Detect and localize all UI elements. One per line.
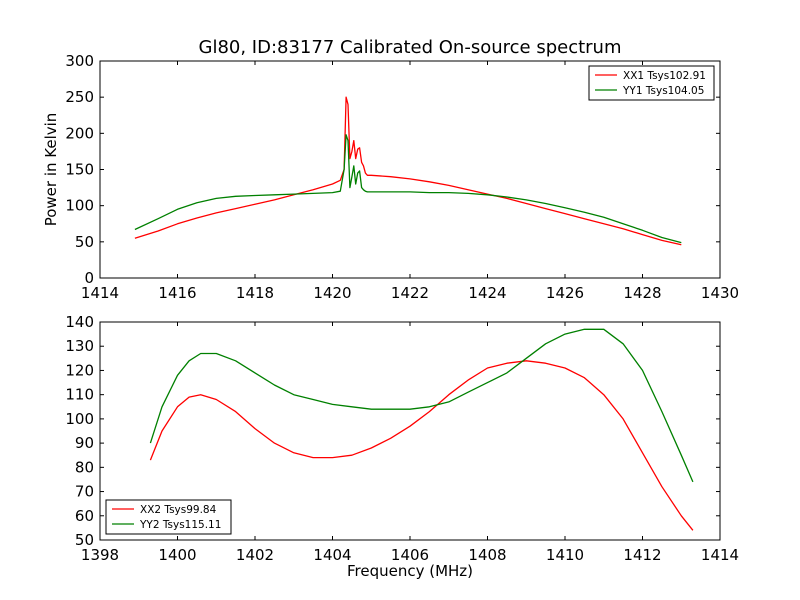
x-tick-label: 1426 <box>546 284 584 302</box>
legend-entry: XX1 Tsys102.91 <box>623 70 706 82</box>
x-tick-label: 1406 <box>391 546 429 564</box>
series-line-green <box>149 328 694 483</box>
y-tick-label: 300 <box>65 52 94 70</box>
y-axis-label: Power in Kelvin <box>42 113 60 227</box>
y-tick-label: 70 <box>75 483 94 501</box>
x-tick-label: 1400 <box>158 546 196 564</box>
bottom-spectrum-panel: 1398 1400 1402 1404 1406 1408 1410 1412 1414 50 60… <box>65 313 739 580</box>
x-tick-label: 1404 <box>313 546 351 564</box>
series-line-red <box>134 96 682 246</box>
legend-box <box>588 65 715 101</box>
top-spectrum-panel: Gl80, ID:83177 Calibrated On-source spec… <box>42 37 739 302</box>
legend-entry: XX2 Tsys99.84 <box>140 504 217 516</box>
x-axis-label: Frequency (MHz) <box>347 562 473 580</box>
y-tick-label: 50 <box>75 233 94 251</box>
series-line-green <box>134 134 682 244</box>
y-tick-label: 110 <box>65 386 94 404</box>
x-tick-label: 1422 <box>391 284 429 302</box>
x-tick-label: 1398 <box>81 546 119 564</box>
x-tick-label: 1414 <box>701 546 739 564</box>
y-tick-label: 80 <box>75 458 94 476</box>
legend-entry: YY2 Tsys115.11 <box>139 519 221 531</box>
y-tick-label: 100 <box>65 410 94 428</box>
legend: XX2 Tsys99.84 YY2 Tsys115.11 <box>105 499 232 535</box>
y-tick-label: 100 <box>65 197 94 215</box>
y-tick-label: 150 <box>65 161 94 179</box>
x-tick-label: 1430 <box>701 284 739 302</box>
legend-box <box>105 499 232 535</box>
series-line-red <box>149 360 694 531</box>
x-tick-label: 1414 <box>81 284 119 302</box>
x-tick-label: 1420 <box>313 284 351 302</box>
chart-title: Gl80, ID:83177 Calibrated On-source spec… <box>199 37 622 58</box>
y-tick-label: 50 <box>75 531 94 549</box>
y-tick-label: 120 <box>65 361 94 379</box>
y-tick-label: 90 <box>75 434 94 452</box>
x-tick-label: 1416 <box>158 284 196 302</box>
y-tick-label: 200 <box>65 124 94 142</box>
y-tick-label: 250 <box>65 88 94 106</box>
y-tick-label: 0 <box>84 269 94 287</box>
legend-entry: YY1 Tsys104.05 <box>622 85 704 97</box>
x-tick-label: 1424 <box>468 284 506 302</box>
x-tick-label: 1402 <box>236 546 274 564</box>
y-tick-label: 130 <box>65 337 94 355</box>
y-tick-label: 140 <box>65 313 94 331</box>
x-tick-label: 1408 <box>468 546 506 564</box>
x-tick-label: 1418 <box>236 284 274 302</box>
x-tick-label: 1410 <box>546 546 584 564</box>
x-tick-label: 1412 <box>623 546 661 564</box>
y-tick-label: 60 <box>75 507 94 525</box>
legend: XX1 Tsys102.91 YY1 Tsys104.05 <box>588 65 715 101</box>
x-tick-label: 1428 <box>623 284 661 302</box>
